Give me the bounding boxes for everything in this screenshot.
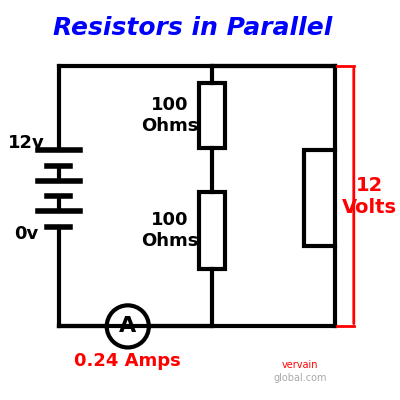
Text: Resistors in Parallel: Resistors in Parallel (53, 16, 332, 40)
Text: 100
Ohms: 100 Ohms (141, 211, 199, 250)
Text: A: A (119, 316, 136, 336)
Circle shape (107, 305, 149, 348)
Bar (199, 83, 226, 148)
Text: vervain: vervain (282, 360, 318, 370)
Bar (304, 150, 335, 246)
Text: 0.24 Amps: 0.24 Amps (74, 352, 181, 370)
Text: 0v: 0v (14, 226, 38, 244)
Bar (199, 192, 226, 269)
Text: global.com: global.com (274, 373, 327, 383)
Text: 12
Volts: 12 Volts (342, 176, 397, 217)
Text: 100
Ohms: 100 Ohms (141, 96, 199, 135)
Text: 12v: 12v (8, 134, 45, 152)
